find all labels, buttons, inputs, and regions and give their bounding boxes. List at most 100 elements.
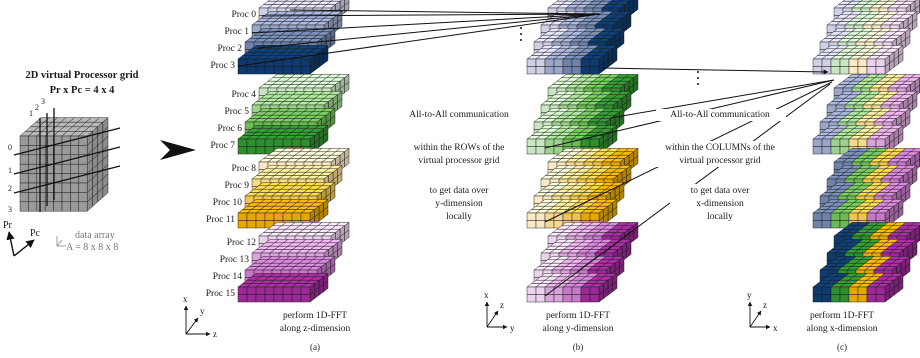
cell-front (562, 294, 573, 303)
cell-front (246, 220, 257, 229)
cell-front (848, 66, 859, 75)
grid-cell-front (78, 163, 88, 174)
cell-front (273, 212, 284, 221)
proc-label-7: Proc 7 (210, 141, 235, 151)
comm-text-bc: All-to-All communication within the COLU… (650, 109, 792, 222)
grid-cell-front (78, 145, 88, 156)
cell-front (526, 294, 537, 303)
grid-row-indices: 0 1 2 3 (8, 143, 12, 214)
grid-cell-front (61, 145, 71, 156)
panel-a-axis-vertical: x (183, 294, 188, 304)
cell-front (273, 294, 284, 303)
panel-c-blocks (812, 0, 920, 303)
panel-c-caption-2: along x-dimension (807, 324, 878, 334)
grid-cell-front (61, 163, 71, 174)
axis-pc: Pc (30, 228, 41, 239)
cell-front (589, 66, 600, 75)
panel-c-axis-vertical: y (747, 290, 752, 300)
grid-cell-front (36, 201, 46, 212)
cell-front (246, 138, 257, 147)
cell-front (830, 146, 841, 155)
cell-front (264, 138, 275, 147)
array-label: data array (75, 230, 115, 241)
cell-front (526, 66, 537, 75)
panel-c-footer: y z x perform 1D-FFT along x-dimension (… (747, 290, 878, 352)
cell-front (535, 286, 546, 295)
comm-bc-line-4: to get data over (691, 186, 751, 196)
grid-subtitle: Pr x Pc = 4 x 4 (50, 85, 115, 96)
cell-front (839, 286, 850, 295)
comm-bc-line-6: locally (707, 212, 733, 222)
cell-front (830, 138, 841, 147)
grid-partition-line (13, 165, 121, 194)
cell-front (812, 294, 823, 303)
grid-cell-front (36, 182, 46, 193)
panel-c-caption: perform 1D-FFT (810, 310, 874, 321)
cell-front (821, 66, 832, 75)
proc-label-9: Proc 9 (224, 181, 249, 191)
row-index-3: 3 (8, 205, 12, 214)
cell-front (282, 58, 293, 67)
cell-front (848, 58, 859, 67)
cell-front (580, 286, 591, 295)
cell-front (282, 286, 293, 295)
proc-label-11: Proc 11 (206, 215, 235, 225)
grid-cell-front (28, 135, 38, 146)
cell-front (857, 294, 868, 303)
cell-front (830, 212, 841, 221)
cell-front (580, 58, 591, 67)
comm-text-ab: All-to-All communication within the ROWs… (409, 110, 509, 222)
panel-a-blocks (237, 0, 350, 303)
transposed-slab-b-15 (526, 272, 618, 303)
cell-front (821, 138, 832, 147)
cell-front (526, 220, 537, 229)
cell-front (237, 146, 248, 155)
panel-b-blocks (526, 0, 639, 303)
cell-front (535, 294, 546, 303)
cell-front (273, 286, 284, 295)
comm-ab-line-3: virtual processor grid (418, 156, 500, 166)
panel-c-axis-depth: z (763, 300, 767, 310)
cell-front (526, 146, 537, 155)
cell-front (291, 138, 302, 147)
grid-cell-front (61, 192, 71, 203)
panel-a-axes (183, 305, 211, 337)
grid-cell-front (78, 192, 88, 203)
proc-label-2: Proc 2 (217, 44, 242, 54)
cell-front (839, 66, 850, 75)
cell-front (300, 58, 311, 67)
cell-front (237, 286, 248, 295)
pr-pc-axes: Pr Pc (3, 220, 41, 257)
transposed-slab-b-7 (526, 124, 618, 155)
cell-front (866, 212, 877, 221)
cell-front (273, 66, 284, 75)
cell-front (246, 286, 257, 295)
cell-front (830, 66, 841, 75)
cell-front (535, 146, 546, 155)
grid-cell-front (28, 173, 38, 184)
cell-front (282, 294, 293, 303)
cell-front (300, 212, 311, 221)
cell-front (264, 286, 275, 295)
panel-b-tag: (b) (573, 342, 584, 352)
panel-a-axis-depth: y (200, 306, 205, 316)
cell-front (571, 286, 582, 295)
grid-partition-line (13, 146, 121, 175)
cell-front (246, 294, 257, 303)
cell-front (589, 286, 600, 295)
proc-label-13: Proc 13 (220, 255, 250, 265)
cell-front (535, 220, 546, 229)
cell-front (544, 294, 555, 303)
panel-b-caption: perform 1D-FFT (546, 310, 610, 321)
panel-a-footer: x y z perform 1D-FFT along z-dimension (… (183, 294, 350, 352)
array-axes-small (56, 236, 66, 247)
cell-front (839, 138, 850, 147)
proc-slab-15 (237, 272, 329, 303)
cell-front (821, 212, 832, 221)
cell-front (264, 294, 275, 303)
grid-cell-front (53, 163, 63, 174)
cell-front (571, 294, 582, 303)
grid-cell-front (19, 135, 29, 146)
cell-front (812, 286, 823, 295)
panel-a-axis-horizontal: z (213, 329, 217, 339)
